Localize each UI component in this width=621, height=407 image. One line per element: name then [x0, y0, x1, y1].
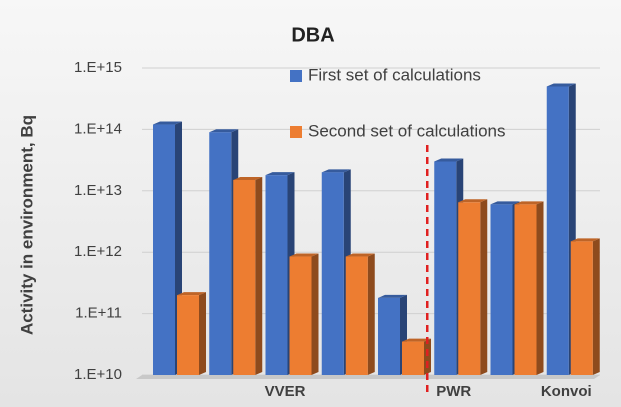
- bar: [378, 297, 400, 375]
- bar-top: [458, 199, 488, 203]
- y-tick-label: 1.E+14: [74, 120, 122, 137]
- bar-side: [480, 199, 488, 375]
- bar-side: [424, 338, 431, 375]
- bar-top: [345, 253, 375, 257]
- y-tick-label: 1.E+11: [75, 305, 122, 322]
- bar: [402, 341, 424, 375]
- bar-top: [321, 169, 351, 173]
- bar-top: [402, 338, 431, 342]
- y-axis-label: Activity in environment, Bq: [17, 115, 36, 335]
- bar: [265, 175, 288, 375]
- bar: [177, 295, 199, 375]
- bar: [514, 204, 537, 375]
- bar: [289, 256, 312, 375]
- bar-side: [199, 292, 206, 375]
- bar-top: [378, 294, 407, 298]
- bar-side: [592, 238, 600, 375]
- bar-top: [570, 238, 600, 242]
- bar: [233, 179, 256, 375]
- bar: [153, 124, 175, 375]
- bar: [570, 241, 593, 375]
- bar: [209, 132, 232, 375]
- bar-top: [209, 129, 239, 133]
- bar-side: [536, 201, 544, 375]
- bar-top: [153, 121, 182, 125]
- bar: [490, 204, 513, 375]
- legend-swatch: [290, 70, 302, 82]
- bar-top: [233, 176, 263, 180]
- bar: [345, 256, 368, 375]
- legend-label: First set of calculations: [308, 65, 481, 84]
- bar-top: [177, 292, 206, 296]
- x-tick-label: VVER: [265, 383, 306, 400]
- x-tick-label: PWR: [436, 383, 471, 400]
- chart-title: DBA: [291, 24, 334, 46]
- bar-top: [546, 83, 576, 87]
- bar: [546, 86, 569, 375]
- y-tick-label: 1.E+10: [74, 366, 122, 383]
- bar: [458, 202, 481, 375]
- bar-side: [255, 176, 263, 375]
- bar-top: [490, 201, 520, 205]
- bar-top: [514, 201, 544, 205]
- y-tick-label: 1.E+13: [74, 182, 122, 199]
- floor: [136, 375, 600, 379]
- bar-side: [367, 253, 375, 375]
- y-tick-label: 1.E+15: [74, 59, 122, 76]
- bar-top: [434, 158, 464, 162]
- bar: [434, 161, 457, 375]
- bar-top: [289, 253, 319, 257]
- legend-swatch: [290, 126, 302, 138]
- bar-side: [311, 253, 319, 375]
- bar-top: [265, 172, 295, 176]
- x-tick-label: Konvoi: [541, 383, 592, 400]
- legend-label: Second set of calculations: [308, 121, 506, 140]
- y-tick-label: 1.E+12: [74, 243, 122, 260]
- bar: [321, 172, 344, 375]
